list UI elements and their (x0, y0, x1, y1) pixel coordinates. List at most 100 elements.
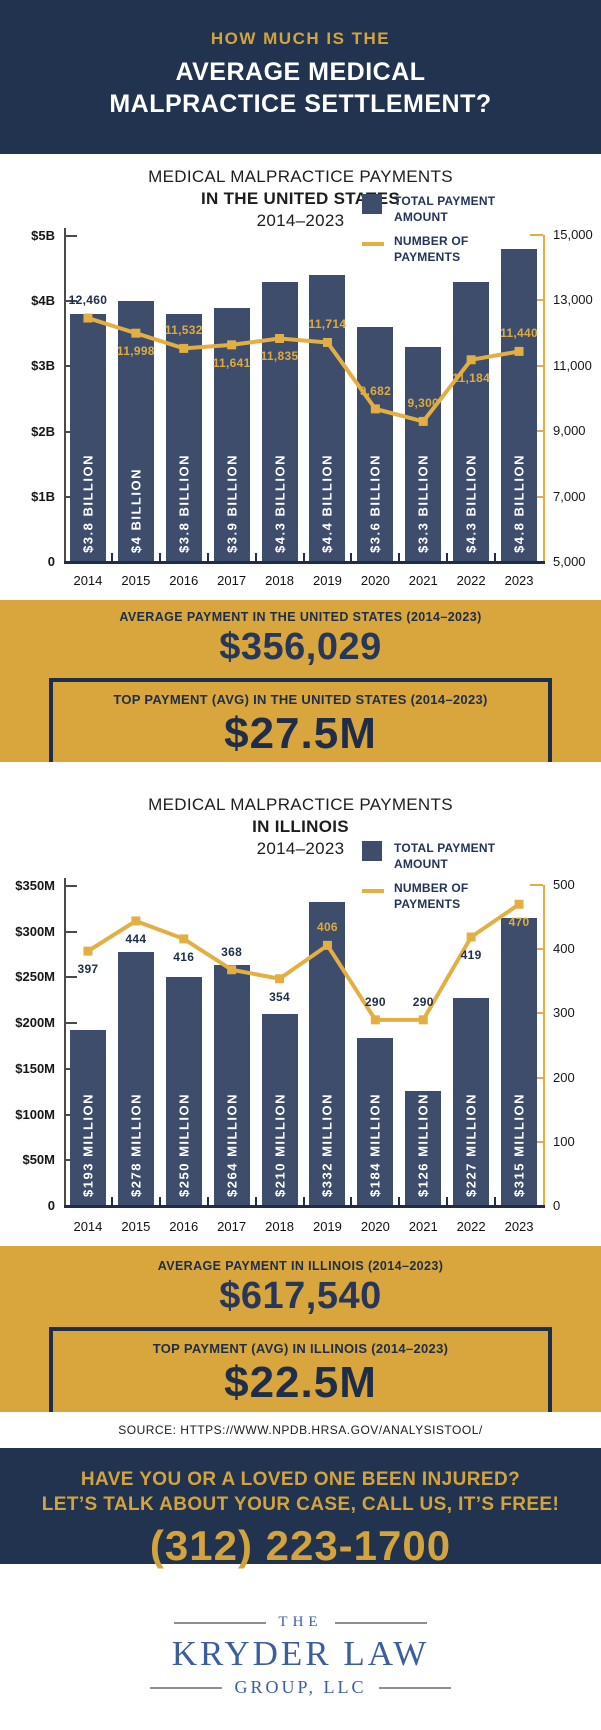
line-point-2020 (370, 1015, 380, 1025)
logo-rule-left (174, 1621, 267, 1624)
x-axis-tick (494, 553, 497, 562)
x-axis-tick (110, 1197, 113, 1206)
y-axis-right-label: 5,000 (553, 554, 586, 569)
line-point-2016 (179, 934, 189, 944)
bar-value-label-2022: $4.3 BILLION (463, 454, 479, 553)
logo-the: THE (278, 1614, 323, 1630)
bar-2015: $278 MILLION (117, 951, 154, 1206)
line-value-label-2017: 11,641 (212, 355, 251, 370)
line-value-label-2020: 9,682 (359, 383, 392, 398)
bar-2018: $210 MILLION (261, 1014, 298, 1206)
chart-title-il-line2: IN ILLINOIS (252, 817, 349, 837)
x-tick-label-2020: 2020 (360, 1219, 390, 1234)
bar-2016: $3.8 BILLION (165, 314, 202, 562)
bar-2014: $193 MILLION (69, 1029, 106, 1206)
us-average-value: $356,029 (219, 626, 382, 668)
x-tick-label-2018: 2018 (265, 1219, 295, 1234)
logo-rule-left (150, 1686, 223, 1689)
bar-2017: $264 MILLION (213, 964, 250, 1206)
x-tick-label-2015: 2015 (121, 573, 151, 588)
header-banner: HOW MUCH IS THE AVERAGE MEDICAL MALPRACT… (0, 0, 601, 154)
chart-title-us-line1: MEDICAL MALPRACTICE PAYMENTS (148, 167, 453, 186)
bar-2017: $3.9 BILLION (213, 307, 250, 562)
bar-value-label-2021: $126 MILLION (415, 1093, 431, 1197)
y-axis-left-label: $2B (31, 423, 55, 439)
y-axis-right-label: 300 (553, 1005, 575, 1021)
y-axis-left-label: $1B (31, 488, 55, 504)
x-tick-label-2023: 2023 (504, 573, 534, 588)
cta-banner: HAVE YOU OR A LOVED ONE BEEN INJURED? LE… (0, 1448, 601, 1569)
y-axis-left-label: $300M (15, 923, 55, 939)
page-title: AVERAGE MEDICAL MALPRACTICE SETTLEMENT? (0, 56, 601, 120)
logo-name: KRYDER LAW (171, 1634, 430, 1673)
y-axis-left-label: $100M (15, 1106, 55, 1122)
chart-section-united-states: MEDICAL MALPRACTICE PAYMENTS IN THE UNIT… (0, 154, 601, 600)
line-value-label-2019: 406 (316, 920, 338, 935)
bar-value-label-2019: $332 MILLION (319, 1093, 335, 1197)
y-axis-right-label: 9,000 (553, 423, 586, 439)
x-axis-tick (158, 553, 161, 562)
line-value-label-2018: 354 (269, 989, 291, 1004)
line-value-label-2016: 11,532 (164, 323, 203, 338)
x-tick-label-2020: 2020 (360, 573, 390, 588)
x-axis-tick (398, 1197, 401, 1206)
il-top-label: TOP PAYMENT (AVG) IN ILLINOIS (2014–2023… (152, 1341, 449, 1356)
y-axis-right-label: 400 (553, 941, 575, 957)
y-axis-right-tick (530, 884, 543, 886)
line-value-label-2014: 12,460 (68, 293, 108, 308)
il-stats-band: AVERAGE PAYMENT IN ILLINOIS (2014–2023) … (0, 1246, 601, 1424)
x-tick-label-2023: 2023 (504, 1219, 534, 1234)
logo-the-row: THE (0, 1614, 601, 1631)
x-tick-label-2014: 2014 (73, 573, 103, 588)
x-tick-label-2022: 2022 (456, 573, 486, 588)
x-axis (64, 561, 545, 564)
y-axis-left-tick (64, 930, 77, 933)
x-axis-tick (446, 553, 449, 562)
x-tick-label-2021: 2021 (408, 573, 438, 588)
x-tick-label-2016: 2016 (169, 1219, 199, 1234)
il-top-value: $22.5M (224, 1358, 377, 1407)
line-point-2015 (131, 916, 141, 926)
y-axis-left-tick (64, 300, 77, 303)
line-point-2018 (275, 974, 285, 984)
legend-item-number-of-payments: NUMBER OF PAYMENTS (362, 881, 532, 912)
x-axis (64, 1205, 545, 1208)
kryder-law-logo: THE KRYDER LAW GROUP, LLC (0, 1564, 601, 1698)
y-axis-left-label: $350M (15, 878, 55, 893)
us-average-label: AVERAGE PAYMENT IN THE UNITED STATES (20… (119, 610, 482, 624)
x-axis-tick (302, 553, 305, 562)
line-point-2021 (418, 1015, 428, 1025)
bar-2015: $4 BILLION (117, 301, 154, 562)
bar-value-label-2020: $184 MILLION (367, 1093, 383, 1197)
line-value-label-2015: 444 (125, 931, 147, 946)
x-axis-tick (350, 553, 353, 562)
footer: THE KRYDER LAW GROUP, LLC (0, 1564, 601, 1730)
line-point-2022 (466, 932, 476, 942)
line-swatch-icon (362, 242, 384, 247)
y-axis-left-tick (64, 1022, 77, 1025)
line-value-label-2022: 419 (460, 948, 482, 962)
y-axis-left-label: $150M (15, 1060, 55, 1076)
y-axis-left-label: $4B (31, 293, 55, 309)
x-tick-label-2019: 2019 (312, 1219, 342, 1234)
y-axis-right-label: 15,000 (553, 227, 593, 242)
legend-il: TOTAL PAYMENT AMOUNT NUMBER OF PAYMENTS (362, 841, 532, 921)
line-value-label-2020: 290 (364, 994, 386, 1009)
legend-item-total-payment: TOTAL PAYMENT AMOUNT (362, 841, 532, 872)
chart-section-illinois: MEDICAL MALPRACTICE PAYMENTS IN ILLINOIS… (0, 762, 601, 1246)
y-axis-left-tick (64, 885, 77, 887)
y-axis-left-label: $3B (31, 358, 55, 374)
x-axis-tick (158, 1197, 161, 1206)
x-axis-tick (350, 1197, 353, 1206)
line-value-label-2021: 290 (412, 994, 434, 1009)
bar-2016: $250 MILLION (165, 977, 202, 1206)
bar-2018: $4.3 BILLION (261, 281, 298, 562)
y-axis-right-tick (530, 234, 543, 236)
bar-2014: $3.8 BILLION (69, 314, 106, 562)
logo-group-row: GROUP, LLC (0, 1677, 601, 1698)
cta-line1: HAVE YOU OR A LOVED ONE BEEN INJURED? (80, 1469, 521, 1490)
bar-value-label-2014: $3.8 BILLION (80, 454, 96, 553)
source-citation: SOURCE: HTTPS://WWW.NPDB.HRSA.GOV/ANALYS… (0, 1412, 601, 1448)
bar-2020: $184 MILLION (357, 1037, 394, 1206)
